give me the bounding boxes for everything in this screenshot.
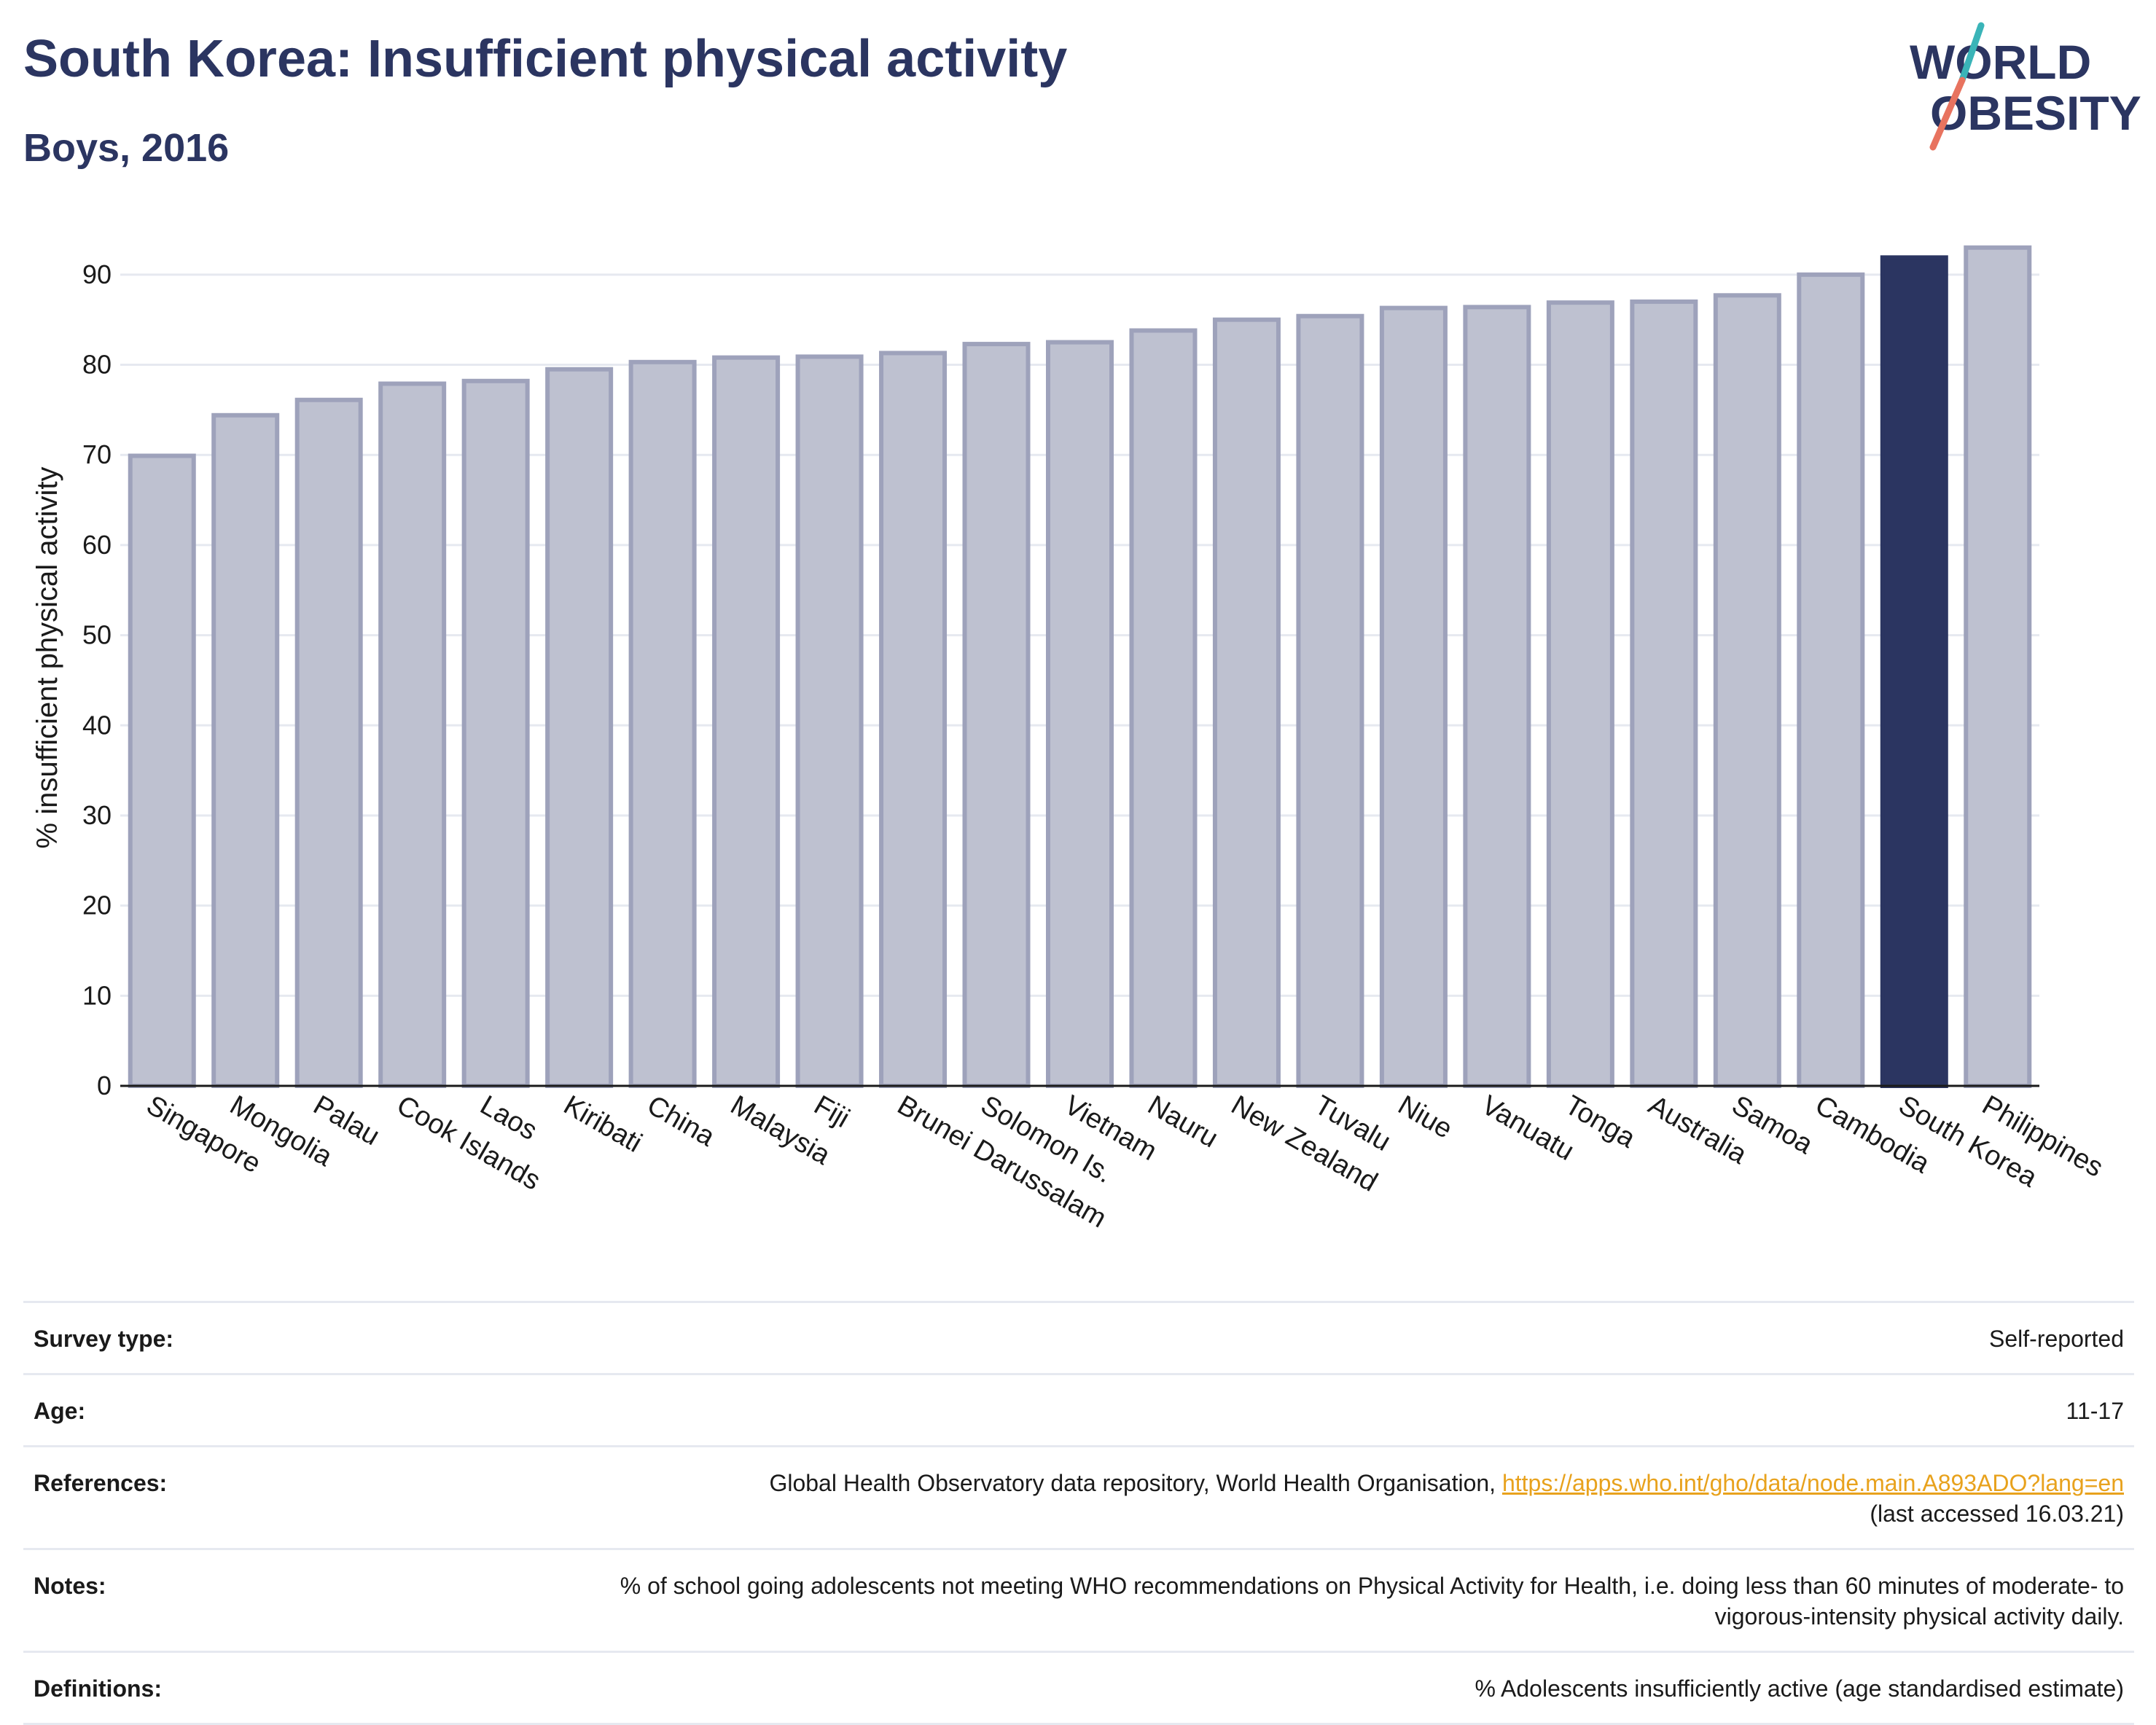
bar <box>1379 305 1448 1089</box>
y-tick-label: 40 <box>82 710 112 740</box>
survey-type-value: Self-reported <box>1989 1326 2124 1352</box>
bar <box>1045 340 1114 1088</box>
y-tick-label: 0 <box>97 1071 112 1100</box>
references-text: Global Health Observatory data repositor… <box>769 1470 1502 1496</box>
references-value: Global Health Observatory data repositor… <box>267 1468 2124 1529</box>
y-tick-label: 80 <box>82 350 112 380</box>
bar <box>1129 328 1198 1088</box>
bar <box>461 378 530 1088</box>
y-tick-label: 50 <box>82 620 112 650</box>
bar <box>1880 255 1948 1088</box>
bar <box>962 342 1031 1089</box>
x-tick-label: Vanuatu <box>1476 1090 1579 1167</box>
x-tick-label: Niue <box>1393 1090 1458 1144</box>
y-tick-label: 60 <box>82 530 112 560</box>
bar <box>294 397 363 1088</box>
page-title: South Korea: Insufficient physical activ… <box>23 30 1068 88</box>
references-link[interactable]: https://apps.who.int/gho/data/node.main.… <box>1501 1470 2124 1496</box>
logo-slash-teal <box>1958 22 1985 84</box>
definitions-label: Definitions: <box>34 1675 162 1702</box>
logo-line-1: WORLD <box>1910 35 2091 89</box>
bar <box>628 359 697 1088</box>
age-label: Age: <box>34 1398 86 1424</box>
info-row-age: Age: 11-17 <box>23 1375 2134 1447</box>
references-accessed: (last accessed 16.03.21) <box>1870 1501 2124 1527</box>
bar <box>211 412 280 1088</box>
info-row-survey-type: Survey type: Self-reported <box>23 1303 2134 1375</box>
notes-value: % of school going adolescents not meetin… <box>620 1573 2124 1630</box>
y-tick-label: 70 <box>82 439 112 469</box>
notes-label: Notes: <box>34 1573 106 1599</box>
bar <box>1630 299 1698 1088</box>
bar-chart: 0 10 20 30 40 50 60 70 80 90 % insufficient physic… <box>31 245 2108 1234</box>
world-obesity-logo: WORLD OBESITY <box>1910 22 2141 151</box>
bar <box>128 453 196 1088</box>
info-table: Survey type: Self-reported Age: 11-17 Re… <box>23 1301 2134 1725</box>
survey-type-label: Survey type: <box>34 1326 174 1352</box>
bar <box>545 367 614 1089</box>
x-tick-label: Kiribati <box>558 1090 647 1158</box>
y-axis-label: % insufficient physical activity <box>31 467 63 849</box>
x-tick-label: China <box>642 1090 721 1152</box>
bar <box>712 355 781 1088</box>
logo-line-2: OBESITY <box>1930 86 2141 140</box>
logo-slash-coral <box>1929 77 1966 151</box>
bar <box>378 381 447 1088</box>
bar <box>795 354 864 1089</box>
age-value: 11-17 <box>2066 1398 2124 1424</box>
definitions-value: % Adolescents insufficiently active (age… <box>1475 1675 2124 1702</box>
bar <box>879 351 948 1088</box>
bar <box>1797 272 1865 1088</box>
bar <box>1546 300 1614 1088</box>
bar <box>1463 305 1531 1088</box>
bar <box>1964 245 2032 1089</box>
bar <box>1713 293 1781 1089</box>
info-row-notes: Notes: % of school going adolescents not… <box>23 1550 2134 1653</box>
bar <box>1296 313 1364 1089</box>
info-row-definitions: Definitions: % Adolescents insufficientl… <box>23 1653 2134 1725</box>
page-subtitle: Boys, 2016 <box>23 126 230 170</box>
y-tick-label: 20 <box>82 891 112 920</box>
x-tick-label: Fiji <box>809 1090 855 1134</box>
bar <box>1212 317 1281 1088</box>
info-row-references: References: Global Health Observatory da… <box>23 1447 2134 1550</box>
y-tick-label: 10 <box>82 980 112 1010</box>
references-label: References: <box>34 1470 168 1496</box>
y-tick-label: 90 <box>82 259 112 289</box>
y-tick-label: 30 <box>82 800 112 830</box>
